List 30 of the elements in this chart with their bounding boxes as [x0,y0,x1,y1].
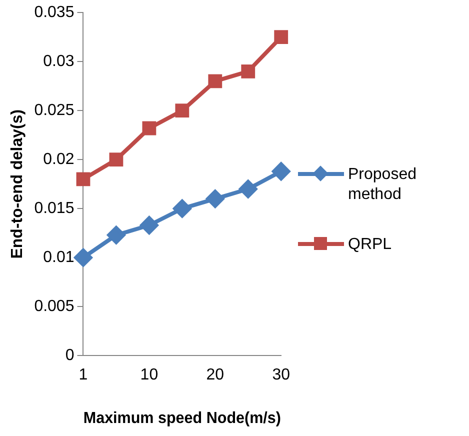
y-tick-label: 0.03 [43,53,74,70]
point [206,190,224,208]
x-tick-label: 10 [140,366,158,384]
x-tick-label: 30 [272,366,290,384]
point [109,152,124,167]
y-axis-title: End-to-end delay(s) [9,109,26,259]
point [107,226,126,244]
point [208,74,222,88]
point [74,248,92,267]
y-tick-label: 0 [65,347,74,364]
legend-label: Proposed method [348,165,418,205]
point [272,162,290,180]
x-tick-label: 1 [78,366,88,384]
point [175,104,190,118]
y-tick-label: 0.025 [34,102,74,120]
y-tick-label: 0.015 [34,200,74,218]
point [274,30,288,44]
point [239,180,258,198]
point [140,216,158,234]
x-axis-title: Maximum speed Node(m/s) [83,410,281,427]
point [76,172,90,186]
y-tick-label: 0.005 [34,298,74,316]
y-tick-label: 0.02 [43,151,74,168]
point [173,200,192,218]
point [142,121,156,136]
legend-label: QRPL [348,235,393,255]
x-tick-label: 20 [206,366,224,384]
y-tick-label: 0.035 [34,4,74,22]
point [241,64,256,78]
y-tick-label: 0.01 [43,249,74,266]
